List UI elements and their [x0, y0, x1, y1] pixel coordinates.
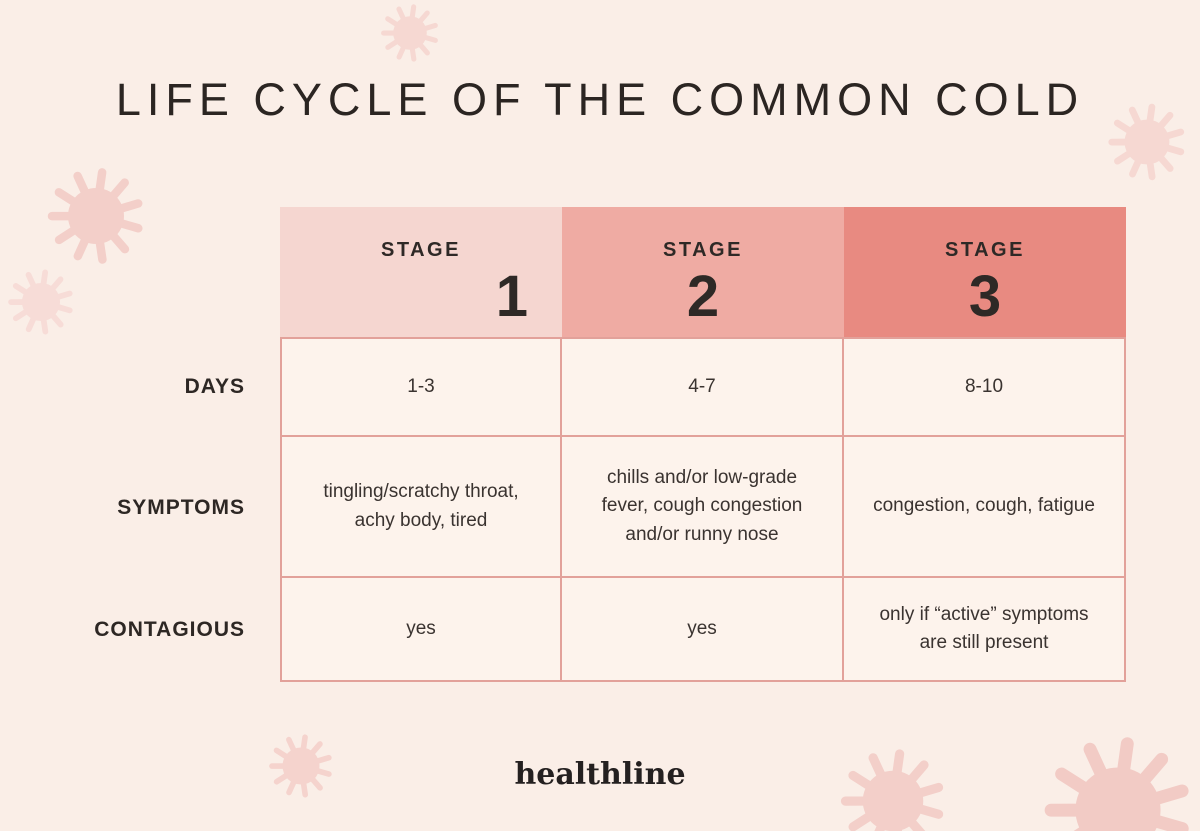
days-stage3-cell: 8-10: [844, 337, 1126, 437]
page-title: LIFE CYCLE OF THE COMMON COLD: [115, 74, 1085, 125]
row-label-contagious: CONTAGIOUS: [94, 618, 245, 641]
stage-2-number: 2: [686, 264, 720, 329]
symptoms-stage2-cell: chills and/or low-grade fever, cough con…: [562, 437, 844, 578]
stage-3-label: STAGE: [945, 239, 1025, 261]
row-label-symptoms: SYMPTOMS: [117, 495, 245, 519]
stage-3-header: STAGE 3: [844, 207, 1126, 337]
contagious-stage2-cell: yes: [562, 578, 844, 682]
stage-3-number: 3: [968, 264, 1002, 329]
stage-2-header: STAGE 2: [562, 207, 844, 337]
stage-table: STAGE 1 STAGE 2 STAGE 3 DAYS 1-3 4-7 8-1…: [60, 207, 1126, 682]
contagious-stage3-cell: only if “active” symptoms are still pres…: [844, 578, 1126, 682]
days-stage2-cell: 4-7: [562, 337, 844, 437]
stage-1-number: 1: [495, 264, 528, 329]
days-stage1-cell: 1-3: [280, 337, 562, 437]
header-spacer: [60, 207, 280, 337]
stage-1-header: STAGE 1: [280, 207, 562, 337]
stage-2-label: STAGE: [663, 239, 743, 261]
stage-1-label: STAGE: [381, 239, 461, 261]
virus-icon: [381, 4, 438, 62]
symptoms-stage1-cell: tingling/scratchy throat, achy body, tir…: [280, 437, 562, 578]
row-label-days: DAYS: [184, 375, 245, 398]
symptoms-stage3-cell: congestion, cough, fatigue: [844, 437, 1126, 578]
contagious-stage1-cell: yes: [280, 578, 562, 682]
healthline-logo: healthline: [514, 757, 686, 792]
